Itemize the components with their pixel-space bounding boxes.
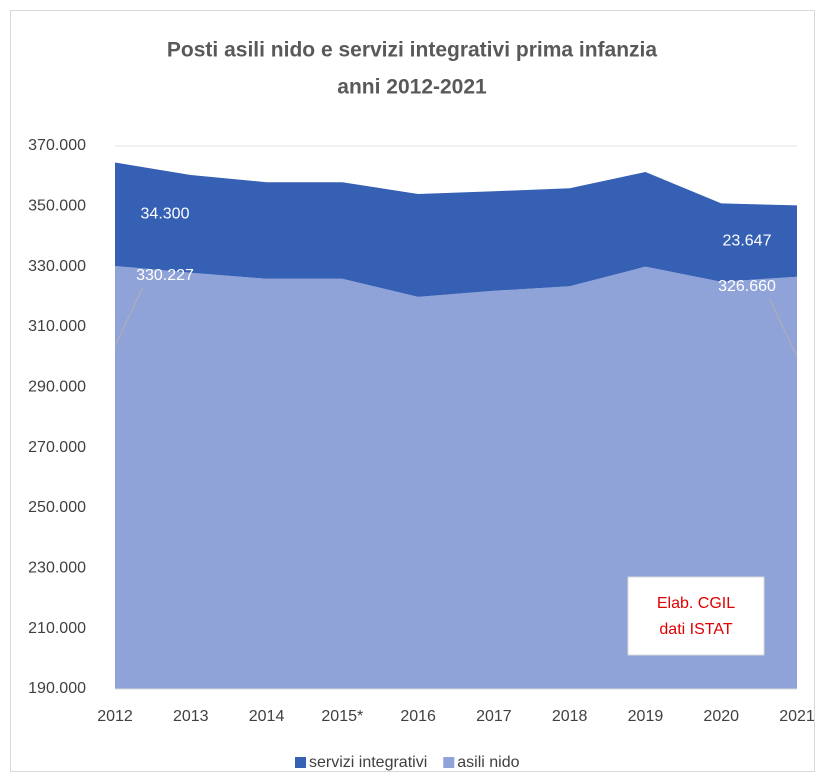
- x-tick-label: 2012: [97, 708, 133, 725]
- leader-line: [769, 298, 798, 357]
- data-label: 34.300: [141, 205, 190, 222]
- data-label: 23.647: [723, 232, 772, 249]
- data-label: 326.660: [718, 278, 776, 295]
- area: [115, 265, 797, 689]
- x-tick-label: 2020: [703, 708, 739, 725]
- chart-subtitle: anni 2012-2021: [337, 76, 487, 99]
- chart-title: Posti asili nido e servizi integrativi p…: [167, 39, 657, 62]
- y-tick-label: 270.000: [28, 439, 86, 456]
- x-tick-label: 2013: [173, 708, 209, 725]
- y-tick-label: 250.000: [28, 499, 86, 516]
- annotation-box: [627, 576, 765, 656]
- y-tick-label: 190.000: [28, 680, 86, 697]
- x-tick-label: 2014: [249, 708, 285, 725]
- x-tick-label: 2017: [476, 708, 512, 725]
- y-tick-label: 210.000: [28, 620, 86, 637]
- x-tick-label: 2015*: [321, 708, 363, 725]
- annotation: dati ISTAT: [659, 621, 732, 638]
- y-tick-label: 310.000: [28, 318, 86, 335]
- x-tick-label: 2021: [779, 708, 815, 725]
- area: [115, 162, 797, 297]
- legend-swatch: [295, 757, 306, 768]
- y-tick-label: 370.000: [28, 137, 86, 154]
- y-tick-label: 350.000: [28, 198, 86, 215]
- x-tick-label: 2019: [628, 708, 664, 725]
- data-label: 330.227: [136, 267, 194, 284]
- y-tick-label: 330.000: [28, 258, 86, 275]
- x-tick-label: 2016: [400, 708, 436, 725]
- legend-label: asili nido: [457, 754, 519, 771]
- leader-line: [114, 287, 143, 347]
- annotation: Elab. CGIL: [657, 595, 735, 612]
- y-tick-label: 230.000: [28, 560, 86, 577]
- y-tick-label: 290.000: [28, 379, 86, 396]
- x-tick-label: 2018: [552, 708, 588, 725]
- legend-label: servizi integrativi: [309, 754, 427, 771]
- legend-swatch: [443, 757, 455, 768]
